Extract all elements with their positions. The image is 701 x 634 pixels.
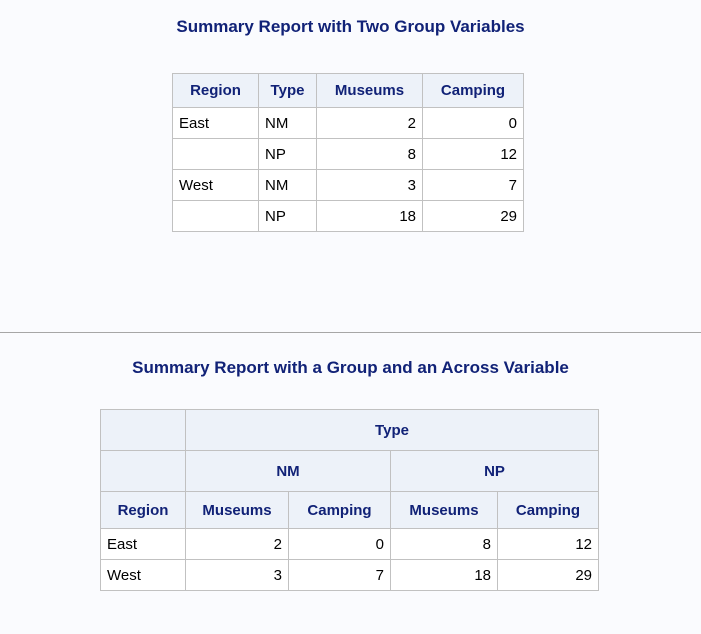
camping-cell: 29	[422, 200, 524, 232]
region-cell: West	[100, 559, 186, 591]
table-row: East NM 2 0	[172, 107, 524, 139]
np-museums-cell: 18	[390, 559, 498, 591]
column-header-museums: Museums	[316, 73, 423, 108]
report1-table: Region Type Museums Camping East NM 2 0 …	[172, 73, 524, 232]
report2-title: Summary Report with a Group and an Acros…	[132, 358, 569, 377]
museums-cell: 18	[316, 200, 423, 232]
table-row: West NM 3 7	[172, 169, 524, 201]
group-header-nm: NM	[185, 450, 391, 492]
np-museums-cell: 8	[390, 528, 498, 560]
museums-cell: 8	[316, 138, 423, 170]
np-camping-cell: 29	[497, 559, 599, 591]
np-camping-cell: 12	[497, 528, 599, 560]
region-cell	[172, 200, 259, 232]
camping-cell: 0	[422, 107, 524, 139]
nm-camping-cell: 7	[288, 559, 391, 591]
region-cell: East	[100, 528, 186, 560]
column-header-nm-camping: Camping	[288, 491, 391, 529]
header-row-across: Type	[100, 409, 599, 451]
header-row-groups: NM NP	[100, 450, 599, 492]
region-cell: West	[172, 169, 259, 201]
table-row: West 3 7 18 29	[100, 559, 599, 591]
type-cell: NM	[258, 169, 317, 201]
column-header-region: Region	[172, 73, 259, 108]
column-header-region: Region	[100, 491, 186, 529]
column-header-nm-museums: Museums	[185, 491, 289, 529]
region-cell: East	[172, 107, 259, 139]
report2-table: Type NM NP Region Museums Camping Museum…	[100, 409, 599, 591]
column-header-camping: Camping	[422, 73, 524, 108]
museums-cell: 2	[316, 107, 423, 139]
table-row: NP 8 12	[172, 138, 524, 170]
empty-header-cell	[100, 409, 186, 451]
table-row: NP 18 29	[172, 200, 524, 232]
camping-cell: 12	[422, 138, 524, 170]
empty-header-cell	[100, 450, 186, 492]
camping-cell: 7	[422, 169, 524, 201]
type-cell: NP	[258, 200, 317, 232]
table-row: East 2 0 8 12	[100, 528, 599, 560]
section-divider	[0, 332, 701, 333]
museums-cell: 3	[316, 169, 423, 201]
group-header-np: NP	[390, 450, 599, 492]
type-cell: NM	[258, 107, 317, 139]
header-row: Region Type Museums Camping	[172, 73, 524, 108]
across-header-type: Type	[185, 409, 599, 451]
type-cell: NP	[258, 138, 317, 170]
header-row-columns: Region Museums Camping Museums Camping	[100, 491, 599, 529]
nm-camping-cell: 0	[288, 528, 391, 560]
column-header-np-camping: Camping	[497, 491, 599, 529]
report1-title: Summary Report with Two Group Variables	[176, 17, 525, 36]
nm-museums-cell: 2	[185, 528, 289, 560]
nm-museums-cell: 3	[185, 559, 289, 591]
column-header-type: Type	[258, 73, 317, 108]
column-header-np-museums: Museums	[390, 491, 498, 529]
region-cell	[172, 138, 259, 170]
